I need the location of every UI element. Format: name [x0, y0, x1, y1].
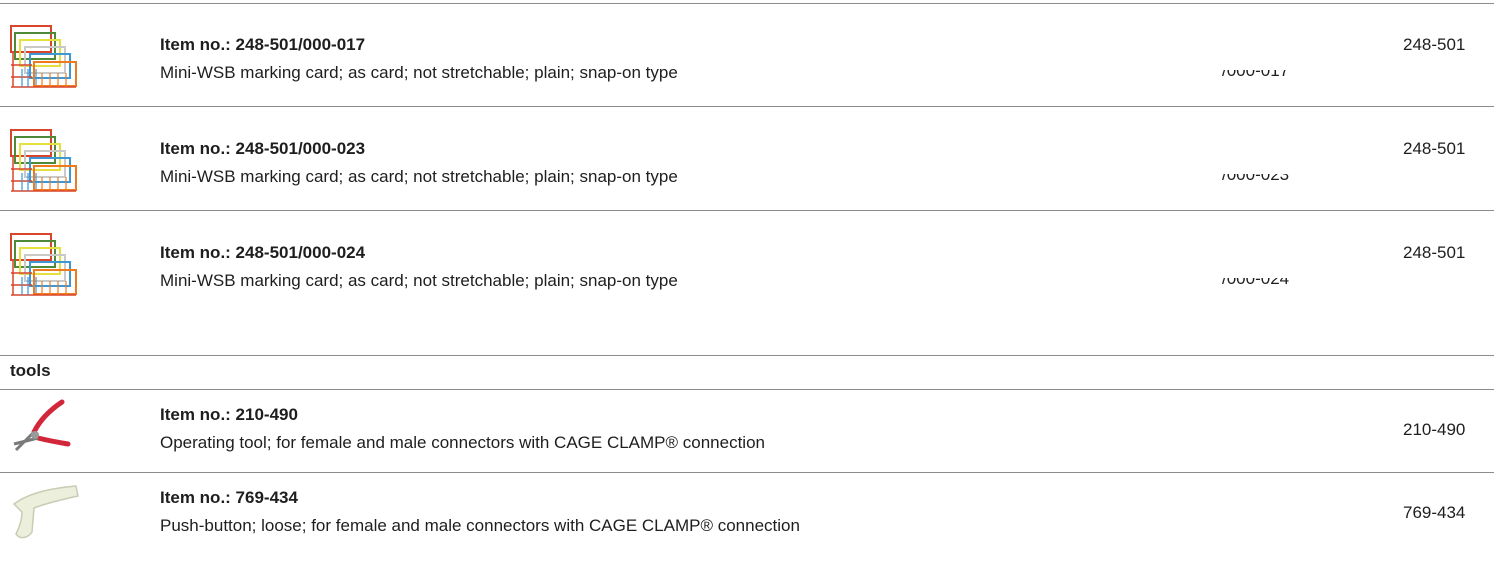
- divider: [0, 3, 1494, 4]
- clipped-text: /000-017: [1222, 70, 1302, 81]
- product-row: Item no.: 248-501/000-023 Mini-WSB markin…: [0, 107, 1494, 211]
- divider: [0, 389, 1494, 390]
- pliers-icon: [13, 399, 71, 452]
- article-code: 248-501: [1403, 139, 1466, 158]
- item-number: Item no.: 248-501/000-024: [160, 243, 366, 262]
- item-number: Item no.: 248-501/000-017: [160, 35, 366, 54]
- item-number: Item no.: 248-501/000-023: [160, 139, 366, 158]
- marking-card-icon: [10, 233, 77, 296]
- article-code: 248-501: [1403, 35, 1466, 54]
- article-code: 248-501: [1403, 243, 1466, 262]
- item-description: Mini-WSB marking card; as card; not stre…: [160, 271, 678, 290]
- divider: [0, 355, 1494, 356]
- divider: [0, 472, 1494, 473]
- article-code: 769-434: [1403, 503, 1466, 522]
- clipped-text: /000-024: [1222, 278, 1302, 289]
- item-number: Item no.: 769-434: [160, 488, 298, 507]
- item-description: Mini-WSB marking card; as card; not stre…: [160, 167, 678, 186]
- product-row: Item no.: 248-501/000-024 Mini-WSB markin…: [0, 211, 1494, 315]
- clipped-text: /000-023: [1222, 174, 1302, 185]
- marking-card-icon: [10, 129, 77, 192]
- clipped-code: /000-017: [1222, 70, 1290, 80]
- push-button-icon: [12, 485, 79, 539]
- item-description: Mini-WSB marking card; as card; not stre…: [160, 63, 678, 82]
- divider: [0, 210, 1494, 211]
- item-number: Item no.: 210-490: [160, 405, 298, 424]
- article-code: 210-490: [1403, 420, 1466, 439]
- tool-row: Item no.: 210-490 Operating tool; for fem…: [0, 389, 1494, 472]
- clipped-code: /000-023: [1222, 174, 1290, 184]
- clipped-code: /000-024: [1222, 278, 1290, 288]
- item-description: Operating tool; for female and male conn…: [160, 433, 765, 452]
- divider: [0, 106, 1494, 107]
- item-description: Push-button; loose; for female and male …: [160, 516, 800, 535]
- section-title: tools: [10, 361, 51, 380]
- marking-card-icon: [10, 25, 77, 88]
- product-row: Item no.: 248-501/000-017 Mini-WSB markin…: [0, 3, 1494, 107]
- tool-row: Item no.: 769-434 Push-button; loose; for…: [0, 472, 1494, 555]
